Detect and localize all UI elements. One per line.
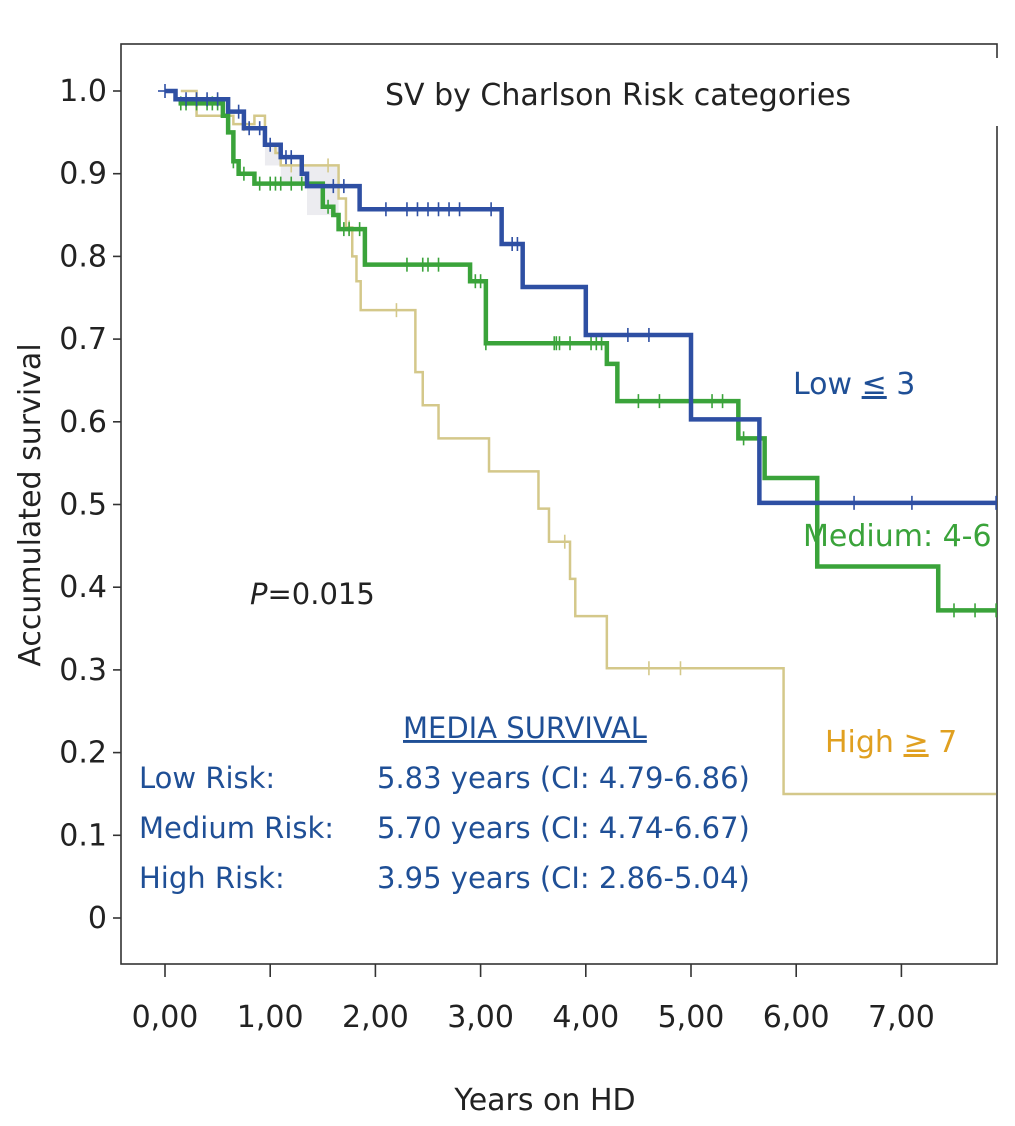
legend-label-low: Low ≤ 3 <box>793 367 915 402</box>
y-tick-label: 1.0 <box>59 74 107 109</box>
survival-curve <box>180 89 997 796</box>
legend-label-high-suffix: 7 <box>929 725 958 760</box>
median-row-low-value: 5.83 years (CI: 4.79-6.86) <box>377 761 750 795</box>
series-low <box>164 84 997 510</box>
median-row-high-label: High Risk: <box>139 861 285 895</box>
median-survival-heading: MEDIA SURVIVAL <box>403 711 647 745</box>
y-axis-title: Accumulated survival <box>13 343 48 666</box>
x-tick-label: 3,00 <box>447 1000 514 1035</box>
legend-label-low-text: Low <box>793 367 862 402</box>
x-tick-label: 1,00 <box>237 1000 304 1035</box>
y-tick-label: 0.1 <box>59 818 107 853</box>
legend-label-medium: Medium: 4-6 <box>803 519 992 554</box>
x-tick-label: 0,00 <box>132 1000 199 1035</box>
overlap-shading <box>264 144 281 166</box>
median-row-medium-value: 5.70 years (CI: 4.74-6.67) <box>377 811 750 845</box>
x-tick-label: 6,00 <box>763 1000 830 1035</box>
y-tick-label: 0.5 <box>59 488 107 523</box>
y-tick-label: 0.6 <box>59 405 107 440</box>
p-value-number: =0.015 <box>268 577 375 611</box>
y-axis: 1.0 0.9 0.8 0.7 0.6 0.5 0.4 0.3 0.2 0.1 0 <box>59 74 121 936</box>
y-tick-label: 0.3 <box>59 653 107 688</box>
x-axis-title: Years on HD <box>453 1083 635 1118</box>
y-tick-label: 0.7 <box>59 322 107 357</box>
x-tick-label: 5,00 <box>658 1000 725 1035</box>
median-row-medium-label: Medium Risk: <box>139 811 334 845</box>
legend-label-high: High ≥ 7 <box>825 725 957 760</box>
legend-label-low-suffix: 3 <box>887 367 916 402</box>
x-tick-label: 2,00 <box>342 1000 409 1035</box>
median-row-high-value: 3.95 years (CI: 2.86-5.04) <box>377 861 750 895</box>
y-tick-label: 0.2 <box>59 736 107 771</box>
series-layer <box>158 58 999 796</box>
survival-curve <box>175 97 997 613</box>
x-tick-label: 7,00 <box>868 1000 935 1035</box>
chart-title: SV by Charlson Risk categories <box>385 78 851 113</box>
median-row-low-label: Low Risk: <box>139 761 275 795</box>
x-tick-label: 4,00 <box>552 1000 619 1035</box>
y-tick-label: 0 <box>88 901 107 936</box>
x-axis: 0,00 1,00 2,00 3,00 4,00 5,00 6,00 7,00 <box>132 964 935 1035</box>
legend-label-low-symbol: ≤ <box>862 367 887 402</box>
median-survival-table: Low Risk: 5.83 years (CI: 4.79-6.86) Med… <box>139 761 750 895</box>
y-tick-label: 0.9 <box>59 157 107 192</box>
legend-label-high-symbol: ≥ <box>904 725 929 760</box>
p-value: P=0.015 <box>250 577 375 611</box>
y-tick-label: 0.8 <box>59 239 107 274</box>
y-tick-label: 0.4 <box>59 570 107 605</box>
survival-curve <box>165 88 997 506</box>
legend-label-high-text: High <box>825 725 904 760</box>
p-value-letter: P <box>250 577 268 611</box>
